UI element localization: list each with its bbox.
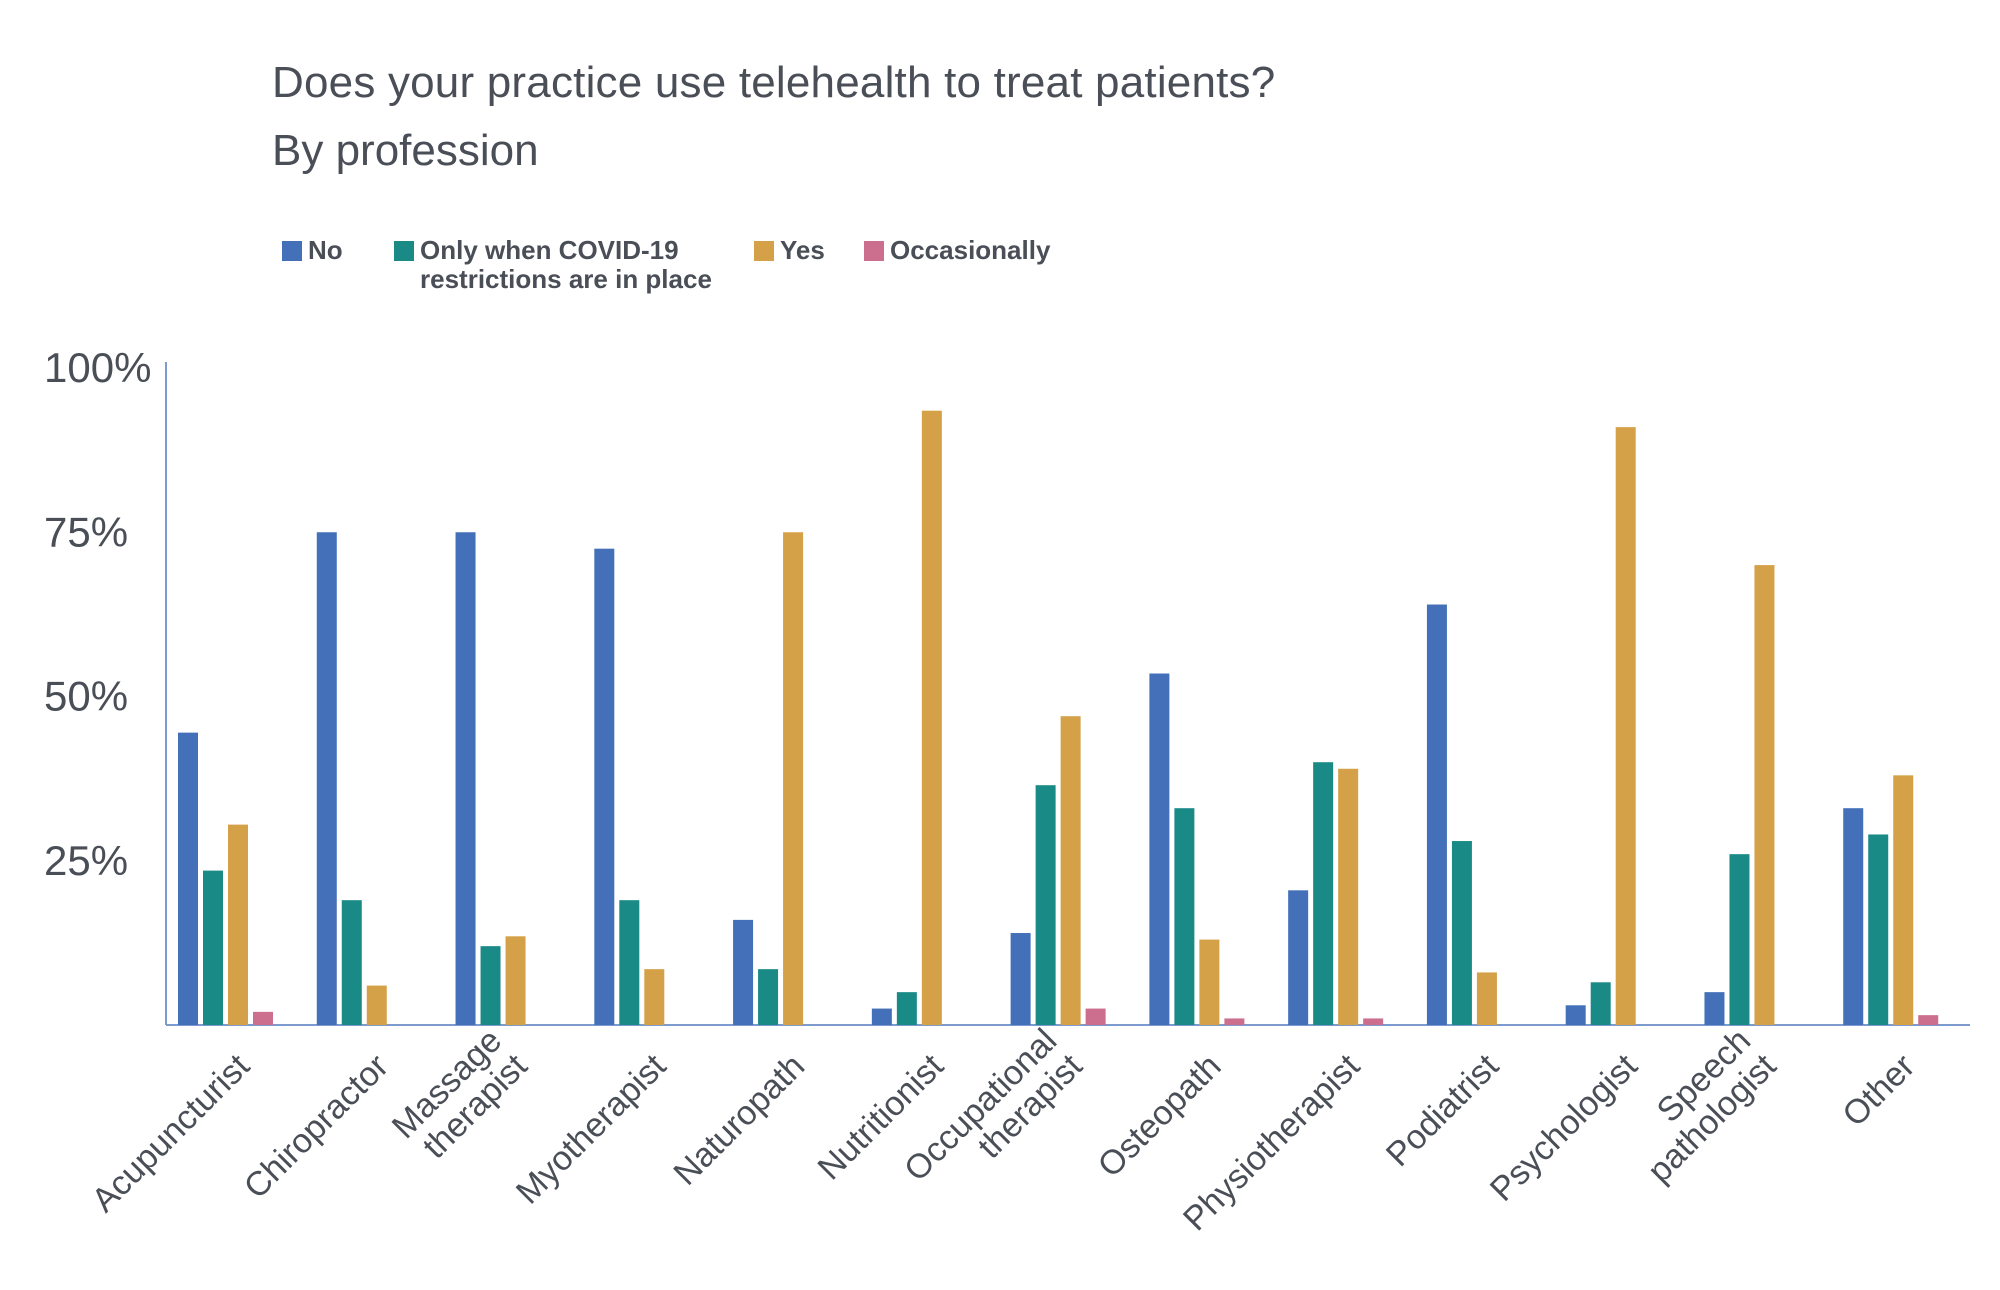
bar-only-when-covid-19-restrictions-are-in-place (1174, 808, 1195, 1025)
legend-item-covid: Only when COVID-19 restrictions are in p… (394, 236, 712, 294)
bar-yes (1338, 768, 1359, 1025)
x-tick-label: Psychologist (1483, 1047, 1645, 1209)
bar-yes (1199, 939, 1220, 1025)
bar-occasionally (253, 1011, 273, 1025)
bar-only-when-covid-19-restrictions-are-in-place (619, 900, 640, 1025)
bar-no (1288, 890, 1309, 1025)
bar-yes (1754, 565, 1775, 1025)
x-tick-label-group: Psychologist (1483, 1047, 1645, 1209)
bar-only-when-covid-19-restrictions-are-in-place (1035, 785, 1056, 1025)
bar-only-when-covid-19-restrictions-are-in-place (1590, 982, 1611, 1025)
x-tick-label: Chiropractor (237, 1047, 396, 1206)
legend-item-no: No (282, 236, 343, 265)
x-tick-label-group: Chiropractor (237, 1047, 396, 1206)
bar-occasionally (1363, 1018, 1384, 1025)
bar-only-when-covid-19-restrictions-are-in-place (758, 969, 779, 1025)
x-tick-label-group: Podiatrist (1379, 1047, 1506, 1174)
x-tick-label: Acupuncturist (85, 1047, 258, 1220)
y-tick-label: 75% (44, 508, 128, 555)
bar-only-when-covid-19-restrictions-are-in-place (1313, 762, 1334, 1025)
x-tick-label-group: Myotherapist (509, 1047, 674, 1212)
legend-label-yes: Yes (780, 235, 825, 265)
x-tick-label-group: Naturopath (666, 1047, 812, 1193)
bar-only-when-covid-19-restrictions-are-in-place (203, 870, 223, 1025)
chart-title: Does your practice use telehealth to tre… (272, 58, 1276, 107)
bar-yes (921, 410, 942, 1026)
bar-yes (1615, 427, 1636, 1025)
x-tick-label: Naturopath (666, 1047, 812, 1193)
legend-label-occasionally: Occasionally (890, 235, 1051, 265)
legend-label-covid-line2: restrictions are in place (420, 264, 712, 294)
legend-item-yes: Yes (754, 236, 825, 265)
legend-item-occasionally: Occasionally (864, 236, 1050, 265)
bar-yes (366, 985, 387, 1025)
bar-no (178, 732, 198, 1025)
x-tick-label: Podiatrist (1379, 1047, 1506, 1174)
x-tick-label-group: Acupuncturist (85, 1047, 258, 1220)
bar-only-when-covid-19-restrictions-are-in-place (1451, 841, 1472, 1025)
legend-swatch-no (282, 241, 302, 261)
bar-yes (644, 969, 665, 1025)
bar-yes (783, 532, 804, 1025)
legend-label-covid-line1: Only when COVID-19 (420, 235, 679, 265)
x-tick-label: Other (1835, 1047, 1922, 1134)
y-tick-label: 100% (44, 344, 151, 391)
bar-occasionally (1918, 1015, 1939, 1025)
bar-no (733, 919, 754, 1025)
y-tick-label: 50% (44, 673, 128, 720)
bar-no (1426, 604, 1447, 1025)
x-tick-label-group: Other (1835, 1047, 1922, 1134)
bar-no (871, 1008, 892, 1025)
bar-no (316, 532, 337, 1025)
bar-no (1704, 992, 1725, 1025)
bar-yes (1060, 716, 1081, 1025)
x-tick-label-group: Osteopath (1091, 1047, 1229, 1185)
bar-occasionally (1224, 1018, 1245, 1025)
bar-only-when-covid-19-restrictions-are-in-place (1729, 854, 1750, 1025)
legend-swatch-occasionally (864, 241, 884, 261)
bar-no (1149, 673, 1170, 1025)
bar-only-when-covid-19-restrictions-are-in-place (480, 946, 501, 1025)
bar-yes (228, 824, 248, 1025)
bar-yes (1476, 972, 1497, 1025)
x-tick-label: Myotherapist (509, 1047, 674, 1212)
bar-only-when-covid-19-restrictions-are-in-place (896, 992, 917, 1025)
legend-label-no: No (308, 235, 343, 265)
chart-subtitle: By profession (272, 126, 539, 175)
bar-only-when-covid-19-restrictions-are-in-place (1868, 834, 1889, 1025)
bar-no (455, 532, 476, 1025)
legend-swatch-yes (754, 241, 774, 261)
bar-yes (505, 936, 526, 1025)
x-tick-label: Osteopath (1091, 1047, 1229, 1185)
bar-yes (1893, 775, 1914, 1025)
legend-label-covid: Only when COVID-19 restrictions are in p… (420, 236, 712, 294)
bar-no (594, 548, 615, 1025)
bar-occasionally (1085, 1008, 1106, 1025)
legend-swatch-covid (394, 241, 414, 261)
y-tick-label: 25% (44, 837, 128, 884)
bar-no (1565, 1005, 1586, 1025)
bar-no (1843, 808, 1864, 1025)
bar-only-when-covid-19-restrictions-are-in-place (341, 900, 362, 1025)
bar-no (1010, 933, 1031, 1025)
